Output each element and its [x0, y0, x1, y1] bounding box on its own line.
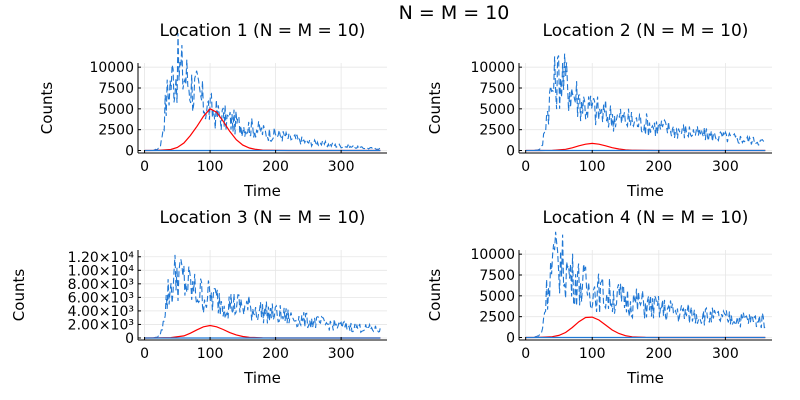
x-tick-label: 100 — [579, 346, 606, 362]
y-tick-label: 2500 — [98, 123, 134, 139]
series-line-1 — [525, 53, 766, 152]
x-tick-label: 200 — [645, 346, 672, 362]
subplot-title: Location 2 (N = M = 10) — [543, 21, 749, 41]
subplot-4: 0 100 200 300 0 2500 5000 7500 10000 Location 4 (… — [426, 208, 772, 387]
x-tick-label: 0 — [140, 159, 149, 175]
subplot-1: 0 100 200 300 0 2500 5000 7500 10000 Location 1 (… — [38, 21, 387, 200]
series-line-1 — [525, 231, 766, 339]
y-tick-label: 2.00×10³ — [68, 317, 134, 333]
x-tick-label: 300 — [712, 346, 739, 362]
y-tick-label: 1.00×10⁴ — [68, 263, 135, 279]
y-tick-label: 7500 — [479, 268, 515, 284]
subplot-title: Location 3 (N = M = 10) — [160, 208, 366, 228]
x-axis-label: Time — [626, 182, 664, 200]
y-tick-label: 8.00×10³ — [68, 277, 134, 293]
x-tick-label: 300 — [328, 346, 355, 362]
y-tick-label: 5000 — [479, 102, 515, 118]
series-line-1 — [144, 33, 381, 152]
subplot-title: Location 1 (N = M = 10) — [160, 21, 366, 41]
y-tick-label: 0 — [125, 331, 134, 347]
x-tick-label: 200 — [262, 346, 289, 362]
figure-title: N = M = 10 — [399, 2, 510, 24]
y-axis-label: Counts — [38, 82, 56, 135]
x-tick-label: 0 — [140, 346, 149, 362]
x-axis-label: Time — [243, 182, 281, 200]
y-tick-label: 5000 — [479, 289, 515, 305]
y-tick-label: 10000 — [470, 60, 515, 76]
y-axis-label: Counts — [426, 269, 444, 322]
y-tick-label: 0 — [125, 144, 134, 160]
y-tick-label: 2500 — [479, 123, 515, 139]
x-tick-label: 300 — [712, 159, 739, 175]
subplot-2: 0 100 200 300 0 2500 5000 7500 10000 Location 2 (… — [426, 21, 772, 200]
subplot-title: Location 4 (N = M = 10) — [543, 208, 749, 228]
y-tick-label: 7500 — [98, 81, 134, 97]
y-axis-label: Counts — [10, 269, 28, 322]
x-tick-label: 0 — [521, 159, 530, 175]
y-tick-label: 7500 — [479, 81, 515, 97]
y-tick-label: 10000 — [470, 247, 515, 263]
y-axis-label: Counts — [426, 82, 444, 135]
series-line-1 — [144, 254, 381, 339]
y-tick-label: 0 — [506, 144, 515, 160]
x-tick-label: 100 — [197, 159, 224, 175]
x-axis-label: Time — [243, 369, 281, 387]
y-tick-label: 1.20×10⁴ — [68, 250, 135, 266]
x-tick-label: 0 — [521, 346, 530, 362]
x-tick-label: 300 — [328, 159, 355, 175]
y-tick-label: 5000 — [98, 102, 134, 118]
y-tick-label: 2500 — [479, 310, 515, 326]
subplot-3: 0 100 200 30002.00×10³4.00×10³6.00×10³8.00×… — [10, 208, 387, 387]
y-tick-label: 4.00×10³ — [68, 304, 134, 320]
x-axis-label: Time — [626, 369, 664, 387]
y-tick-label: 10000 — [89, 60, 134, 76]
x-tick-label: 200 — [262, 159, 289, 175]
y-tick-label: 0 — [506, 331, 515, 347]
x-tick-label: 100 — [197, 346, 224, 362]
y-tick-label: 6.00×10³ — [68, 290, 134, 306]
x-tick-label: 200 — [645, 159, 672, 175]
x-tick-label: 100 — [579, 159, 606, 175]
